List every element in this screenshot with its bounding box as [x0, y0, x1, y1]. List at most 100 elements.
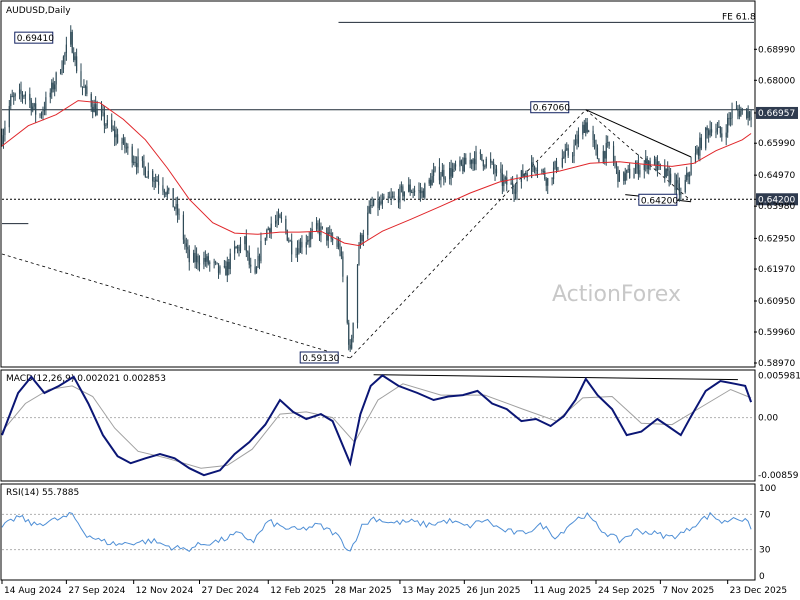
- candle-body: [675, 180, 678, 191]
- candle-body: [184, 239, 186, 244]
- candle-body: [629, 168, 631, 179]
- candle-body: [235, 246, 237, 249]
- macd-layer: 0.005981 0.00 -0.00859: [1, 372, 800, 481]
- candle-body: [526, 173, 528, 178]
- moving-average-layer: [1, 100, 752, 247]
- price-label: 0.64200: [641, 196, 678, 206]
- candle-body: [721, 133, 723, 138]
- candle-body: [310, 232, 312, 240]
- candle-body: [33, 103, 35, 107]
- candle-body: [248, 252, 250, 265]
- candle-body: [81, 86, 84, 88]
- candle-body: [373, 198, 375, 206]
- candle-body: [95, 104, 97, 116]
- candle-body: [602, 151, 604, 163]
- price-axis-label: 0.63980: [758, 202, 795, 212]
- candle-body: [495, 168, 498, 174]
- candle-body: [152, 170, 154, 182]
- candle-body: [236, 246, 239, 249]
- candle-body: [708, 130, 710, 136]
- candle-body: [185, 243, 187, 247]
- candle-body: [96, 108, 98, 116]
- candle-body: [274, 221, 277, 224]
- candle-body: [492, 162, 495, 170]
- candle-body: [127, 146, 129, 149]
- price-axis-label: 0.64200: [758, 195, 795, 205]
- candle-body: [308, 239, 310, 241]
- candle-body: [574, 139, 577, 146]
- candle-body: [545, 179, 547, 186]
- candle-body: [646, 158, 648, 170]
- watermark: ActionForex: [552, 282, 681, 307]
- x-axis-label: 23 Dec 2025: [730, 586, 788, 596]
- candle-body: [14, 93, 16, 97]
- candle-body: [296, 248, 299, 255]
- rsi-title: RSI(14) 55.7885: [6, 488, 79, 498]
- candle-body: [397, 196, 400, 203]
- price-axis-label: 0.61970: [758, 265, 795, 275]
- candle-body: [460, 160, 462, 165]
- price-axis-highlight: [756, 106, 798, 119]
- price-label-box: [530, 101, 570, 114]
- candle-body: [257, 255, 259, 268]
- candle-body: [588, 130, 590, 133]
- x-axis-label: 7 Nov 2025: [662, 586, 714, 596]
- candle-body: [520, 170, 522, 183]
- candle-body: [276, 219, 278, 222]
- candle-body: [738, 110, 740, 117]
- candle-body: [472, 159, 474, 164]
- candle-body: [503, 179, 505, 186]
- candle-body: [245, 236, 247, 252]
- candle-body: [155, 179, 157, 182]
- candle-body: [709, 129, 711, 136]
- candle-body: [103, 112, 106, 126]
- candle-body: [168, 188, 170, 191]
- candle-body: [400, 186, 403, 188]
- candle-body: [494, 169, 496, 174]
- candle-body: [207, 256, 209, 264]
- candle-body: [348, 322, 350, 345]
- candle-body: [11, 95, 13, 97]
- candle-body: [111, 119, 113, 130]
- candle-body: [42, 111, 44, 116]
- candle-body: [577, 134, 580, 144]
- x-axis-label: 26 Jun 2025: [466, 586, 520, 596]
- candle-body: [729, 118, 732, 119]
- candle-body: [409, 184, 411, 193]
- candle-body: [523, 173, 525, 177]
- candle-body: [361, 234, 363, 241]
- candle-body: [618, 171, 621, 182]
- candle-body: [482, 160, 484, 167]
- candle-body: [664, 166, 666, 177]
- candle-body: [54, 84, 56, 90]
- candle-body: [511, 182, 514, 190]
- price-axis-label: 0.60950: [758, 297, 795, 307]
- candle-body: [595, 143, 597, 148]
- candle-body: [490, 158, 492, 163]
- candle-body: [332, 238, 334, 241]
- x-axis: 14 Aug 2024 27 Sep 2024 12 Nov 2024 27 Dec …: [1, 580, 788, 596]
- candle-body: [255, 267, 258, 273]
- candle-body: [555, 161, 558, 171]
- candle-body: [13, 96, 15, 98]
- candle-body: [337, 243, 340, 247]
- candle-body: [193, 252, 195, 263]
- candle-body: [393, 196, 395, 198]
- price-axis-label: 0.58970: [758, 359, 795, 369]
- candle-body: [697, 148, 700, 156]
- candle-body: [422, 190, 424, 198]
- candle-body: [592, 130, 594, 141]
- candle-body: [114, 129, 116, 138]
- candle-body: [576, 139, 578, 144]
- candle-body: [571, 155, 574, 157]
- candle-body: [438, 166, 441, 181]
- candle-body: [740, 110, 742, 117]
- candle-body: [86, 86, 88, 94]
- price-axis-highlight: [756, 193, 798, 206]
- candle-body: [747, 111, 749, 119]
- candle-body: [459, 160, 461, 167]
- candle-body: [441, 169, 443, 177]
- candle-body: [163, 190, 165, 193]
- candle-body: [525, 173, 527, 175]
